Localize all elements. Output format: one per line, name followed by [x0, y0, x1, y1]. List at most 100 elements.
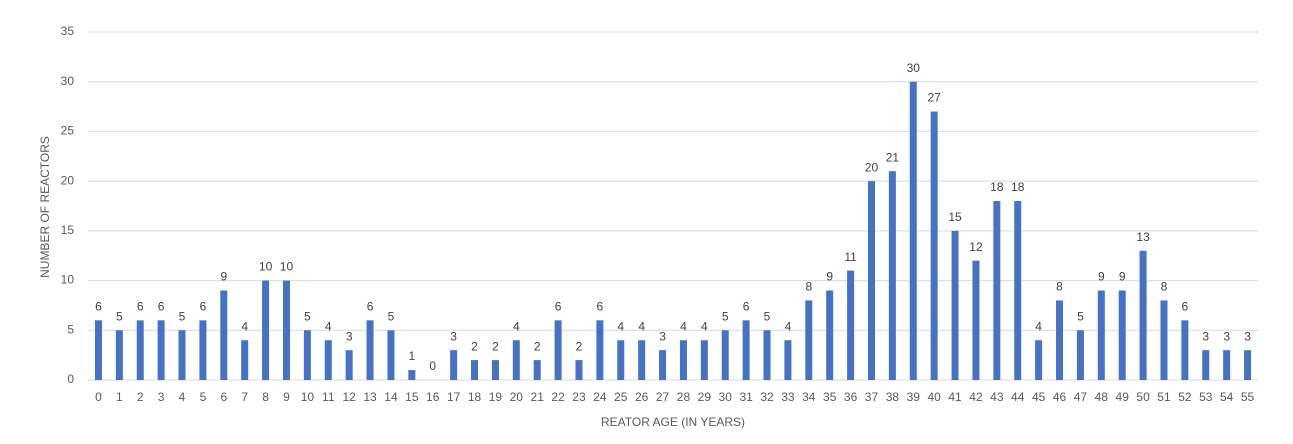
- value-label: 9: [1098, 270, 1105, 284]
- bar: [241, 340, 249, 380]
- value-label: 4: [680, 319, 687, 333]
- bar: [94, 320, 102, 380]
- x-tick-label: 21: [531, 390, 545, 404]
- value-label: 4: [241, 319, 248, 333]
- value-label: 4: [513, 319, 520, 333]
- value-label: 2: [492, 339, 499, 353]
- value-label: 9: [220, 270, 227, 284]
- value-label: 15: [948, 210, 962, 224]
- bar: [366, 320, 374, 380]
- value-label: 30: [907, 61, 921, 75]
- x-tick-label: 13: [363, 390, 377, 404]
- value-label: 5: [179, 309, 186, 323]
- x-tick-label: 8: [262, 390, 269, 404]
- x-tick-label: 36: [844, 390, 858, 404]
- x-tick-label: 30: [719, 390, 733, 404]
- y-axis-label: NUMBER OF REACTORS: [38, 136, 52, 278]
- value-label: 5: [116, 309, 123, 323]
- value-label: 20: [865, 160, 879, 174]
- x-tick-label: 25: [614, 390, 628, 404]
- x-tick-label: 51: [1157, 390, 1171, 404]
- x-tick-label: 46: [1053, 390, 1067, 404]
- value-label: 4: [638, 319, 645, 333]
- bar: [1223, 350, 1231, 380]
- bar: [888, 171, 896, 380]
- bar: [721, 330, 729, 380]
- x-tick-label: 49: [1116, 390, 1130, 404]
- value-label: 18: [990, 180, 1004, 194]
- bar: [1014, 201, 1022, 380]
- value-label: 27: [927, 91, 941, 105]
- x-tick-label: 33: [781, 390, 795, 404]
- bar: [1139, 250, 1147, 380]
- value-label: 6: [555, 300, 562, 314]
- value-label: 13: [1136, 230, 1150, 244]
- x-tick-label: 39: [907, 390, 921, 404]
- value-label: 3: [1202, 329, 1209, 343]
- value-label: 5: [388, 309, 395, 323]
- bar: [178, 330, 186, 380]
- x-tick-label: 31: [739, 390, 753, 404]
- x-tick-label: 16: [426, 390, 440, 404]
- bar: [115, 330, 123, 380]
- value-label: 6: [597, 300, 604, 314]
- x-tick-label: 19: [489, 390, 503, 404]
- bar: [345, 350, 353, 380]
- value-label: 3: [450, 329, 457, 343]
- bar: [533, 360, 541, 380]
- bar: [596, 320, 604, 380]
- x-tick-label: 53: [1199, 390, 1213, 404]
- bar: [1244, 350, 1252, 380]
- value-label: 6: [743, 300, 750, 314]
- value-label: 8: [1056, 280, 1063, 294]
- value-label: 6: [158, 300, 165, 314]
- bar: [679, 340, 687, 380]
- bar: [491, 360, 499, 380]
- x-tick-label: 34: [802, 390, 816, 404]
- x-tick-label: 38: [886, 390, 900, 404]
- x-tick-label: 27: [656, 390, 670, 404]
- value-label: 4: [785, 319, 792, 333]
- value-label: 11: [844, 250, 857, 264]
- x-tick-label: 10: [301, 390, 315, 404]
- bar: [847, 270, 855, 380]
- bar: [951, 230, 959, 380]
- x-tick-label: 20: [510, 390, 524, 404]
- bar: [1076, 330, 1084, 380]
- bar: [554, 320, 562, 380]
- x-tick-label: 0: [95, 390, 102, 404]
- x-tick-label: 45: [1032, 390, 1046, 404]
- bar: [700, 340, 708, 380]
- value-label: 6: [137, 300, 144, 314]
- bar: [1160, 300, 1168, 380]
- value-label: 6: [367, 300, 374, 314]
- value-label: 3: [1244, 329, 1251, 343]
- bar: [157, 320, 165, 380]
- x-tick-label: 55: [1241, 390, 1255, 404]
- bar: [993, 201, 1001, 380]
- value-label: 2: [471, 339, 478, 353]
- value-label: 18: [1011, 180, 1025, 194]
- value-label: 3: [346, 329, 353, 343]
- bar: [930, 111, 938, 381]
- bar: [1035, 340, 1043, 380]
- x-tick-label: 12: [342, 390, 356, 404]
- value-label: 2: [534, 339, 541, 353]
- bar: [867, 181, 875, 380]
- x-tick-label: 42: [969, 390, 983, 404]
- x-tick-label: 52: [1178, 390, 1192, 404]
- x-tick-label: 22: [551, 390, 565, 404]
- x-tick-label: 7: [241, 390, 248, 404]
- x-tick-label: 2: [137, 390, 144, 404]
- bar: [199, 320, 207, 380]
- y-tick-label: 0: [67, 372, 74, 386]
- value-label: 12: [969, 240, 983, 254]
- value-label: 5: [764, 309, 771, 323]
- bar: [575, 360, 583, 380]
- bar: [262, 280, 270, 380]
- y-tick-label: 5: [67, 322, 74, 336]
- value-label: 5: [304, 309, 311, 323]
- bar: [408, 370, 416, 380]
- bar: [1118, 290, 1126, 380]
- value-label: 3: [1223, 329, 1230, 343]
